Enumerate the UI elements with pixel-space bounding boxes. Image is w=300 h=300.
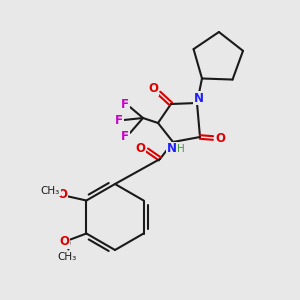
- Text: F: F: [121, 130, 129, 142]
- Text: CH₃: CH₃: [58, 253, 77, 262]
- Text: N: N: [167, 142, 177, 155]
- Text: O: O: [59, 235, 69, 248]
- Text: H: H: [177, 144, 185, 154]
- Text: N: N: [194, 92, 204, 104]
- Text: O: O: [215, 131, 225, 145]
- Text: F: F: [115, 113, 123, 127]
- Text: O: O: [135, 142, 145, 154]
- Text: O: O: [148, 82, 158, 95]
- Text: O: O: [57, 188, 68, 201]
- Text: F: F: [121, 98, 129, 110]
- Text: CH₃: CH₃: [41, 185, 60, 196]
